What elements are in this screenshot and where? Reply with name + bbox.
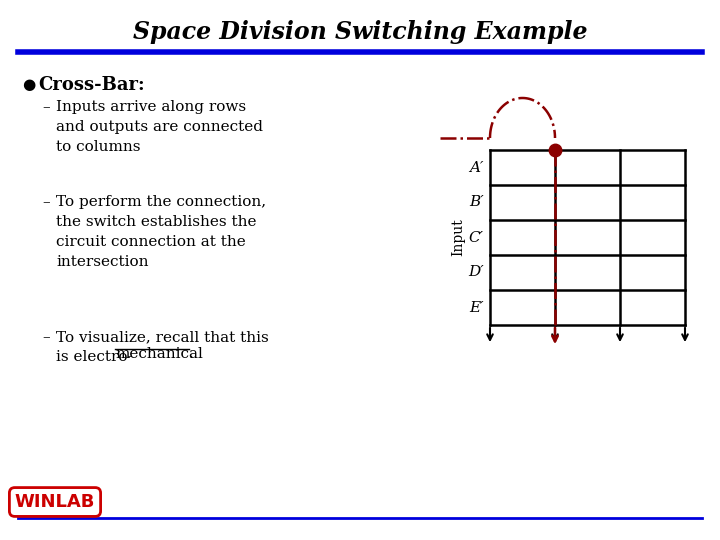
- Text: –: –: [42, 195, 50, 209]
- Text: To perform the connection,
the switch establishes the
circuit connection at the
: To perform the connection, the switch es…: [56, 195, 266, 269]
- Text: Space Division Switching Example: Space Division Switching Example: [132, 20, 588, 44]
- Text: –: –: [42, 330, 50, 344]
- Text: –: –: [42, 100, 50, 114]
- Text: B′: B′: [469, 195, 484, 210]
- Text: .: .: [189, 347, 194, 361]
- Text: E′: E′: [469, 300, 484, 314]
- Text: WINLAB: WINLAB: [15, 493, 95, 511]
- Text: Input: Input: [451, 219, 465, 256]
- Text: ●: ●: [22, 77, 35, 92]
- Text: D′: D′: [468, 266, 484, 280]
- Text: C′: C′: [469, 231, 484, 245]
- Text: Inputs arrive along rows
and outputs are connected
to columns: Inputs arrive along rows and outputs are…: [56, 100, 263, 154]
- Text: mechanical: mechanical: [115, 347, 203, 361]
- Text: Cross-Bar:: Cross-Bar:: [38, 76, 145, 94]
- Text: A′: A′: [469, 160, 484, 174]
- Text: To visualize, recall that this
is electro-: To visualize, recall that this is electr…: [56, 330, 269, 364]
